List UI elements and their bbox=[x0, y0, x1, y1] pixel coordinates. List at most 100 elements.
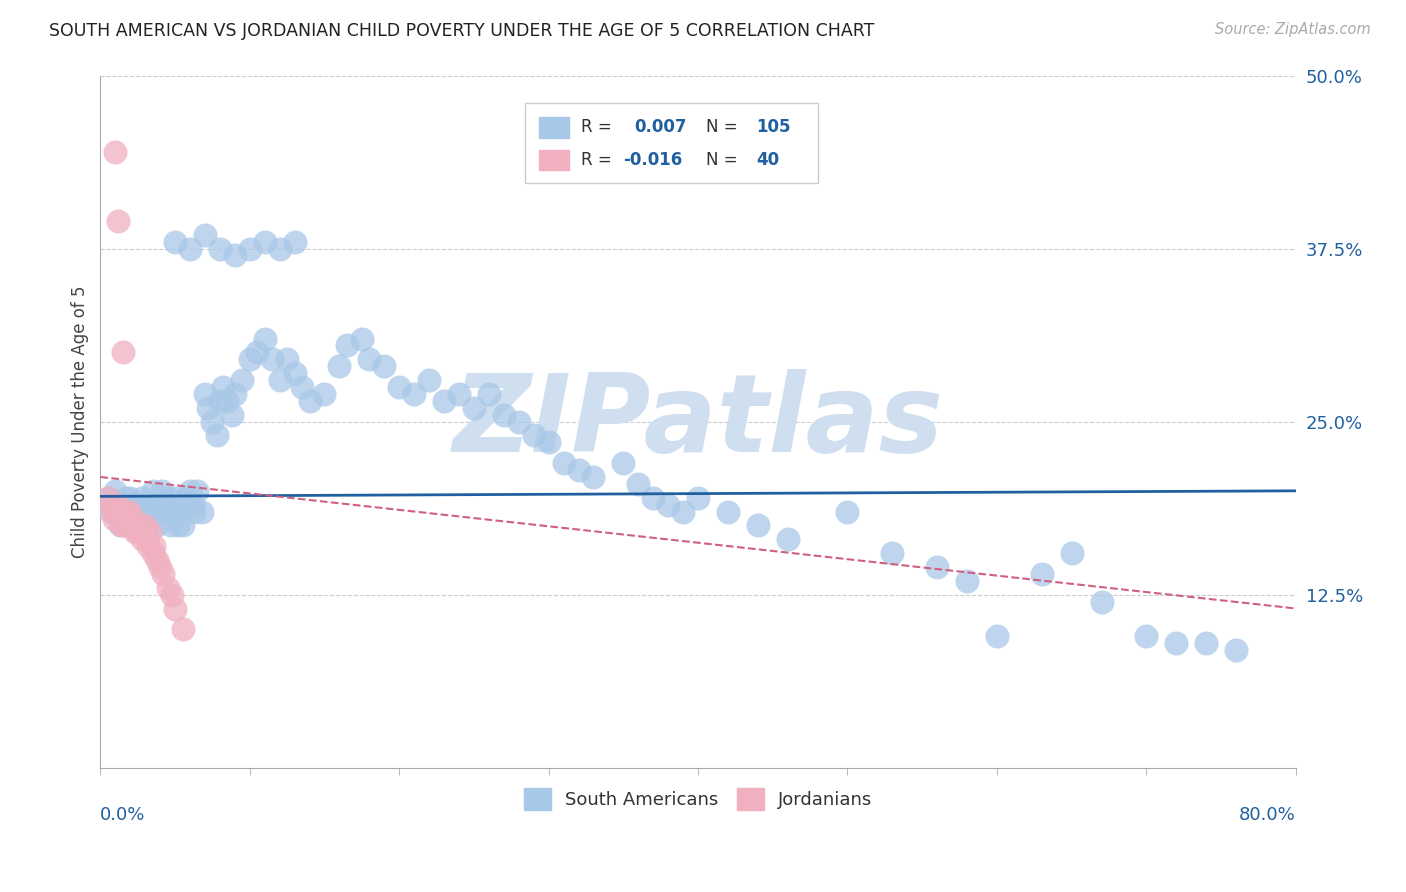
Point bbox=[97, 491, 120, 505]
Point bbox=[314, 387, 336, 401]
Point bbox=[160, 505, 183, 519]
Point bbox=[169, 505, 191, 519]
Text: 80.0%: 80.0% bbox=[1239, 805, 1296, 824]
Point bbox=[105, 498, 128, 512]
Point bbox=[153, 505, 176, 519]
Point bbox=[156, 491, 179, 505]
Point bbox=[882, 546, 904, 560]
Point bbox=[956, 574, 979, 588]
Point bbox=[107, 505, 129, 519]
Point bbox=[627, 476, 650, 491]
Point bbox=[146, 518, 169, 533]
Point bbox=[142, 483, 165, 498]
Point bbox=[124, 525, 146, 540]
Point bbox=[433, 393, 456, 408]
Point bbox=[1060, 546, 1083, 560]
Point bbox=[101, 505, 124, 519]
Point bbox=[212, 380, 235, 394]
Point bbox=[221, 408, 243, 422]
Point bbox=[657, 498, 679, 512]
Point bbox=[156, 581, 179, 595]
Point bbox=[224, 248, 246, 262]
Point bbox=[1031, 566, 1053, 581]
Bar bbox=[538, 117, 569, 138]
Point bbox=[108, 511, 131, 525]
Point bbox=[122, 518, 145, 533]
Point bbox=[127, 525, 149, 540]
Point bbox=[138, 525, 160, 540]
Point bbox=[567, 463, 589, 477]
Point bbox=[103, 511, 125, 525]
Point bbox=[120, 491, 142, 505]
Point bbox=[837, 505, 859, 519]
Point bbox=[117, 511, 139, 525]
Point bbox=[118, 518, 141, 533]
Point bbox=[208, 393, 231, 408]
Point bbox=[183, 505, 205, 519]
Text: 0.0%: 0.0% bbox=[100, 805, 146, 824]
Point bbox=[194, 387, 217, 401]
Point bbox=[1090, 594, 1112, 608]
FancyBboxPatch shape bbox=[524, 103, 818, 183]
Point bbox=[131, 491, 153, 505]
Point bbox=[135, 533, 157, 547]
Point bbox=[165, 235, 187, 249]
Point bbox=[523, 428, 546, 442]
Text: 0.007: 0.007 bbox=[634, 119, 688, 136]
Point bbox=[328, 359, 350, 374]
Point bbox=[208, 242, 231, 256]
Point bbox=[128, 518, 150, 533]
Point bbox=[97, 491, 120, 505]
Point bbox=[149, 498, 172, 512]
Point bbox=[108, 518, 131, 533]
Point bbox=[125, 518, 148, 533]
Point bbox=[336, 338, 359, 352]
Text: SOUTH AMERICAN VS JORDANIAN CHILD POVERTY UNDER THE AGE OF 5 CORRELATION CHART: SOUTH AMERICAN VS JORDANIAN CHILD POVERT… bbox=[49, 22, 875, 40]
Point bbox=[165, 491, 187, 505]
Point bbox=[179, 483, 201, 498]
Point bbox=[776, 533, 799, 547]
Text: ZIPatlas: ZIPatlas bbox=[453, 368, 943, 475]
Point bbox=[291, 380, 314, 394]
Text: R =: R = bbox=[581, 151, 612, 169]
Point bbox=[284, 235, 307, 249]
Point bbox=[298, 393, 321, 408]
Point bbox=[747, 518, 769, 533]
Point bbox=[100, 498, 122, 512]
Point bbox=[373, 359, 395, 374]
Text: Source: ZipAtlas.com: Source: ZipAtlas.com bbox=[1215, 22, 1371, 37]
Point bbox=[181, 498, 204, 512]
Point bbox=[146, 553, 169, 567]
Point bbox=[1225, 643, 1247, 657]
Point bbox=[404, 387, 426, 401]
Point bbox=[104, 483, 127, 498]
Point bbox=[132, 525, 155, 540]
Point bbox=[136, 518, 159, 533]
Point bbox=[136, 539, 159, 553]
Text: N =: N = bbox=[706, 151, 738, 169]
Bar bbox=[538, 150, 569, 170]
Legend: South Americans, Jordanians: South Americans, Jordanians bbox=[516, 781, 880, 817]
Point bbox=[104, 505, 127, 519]
Point bbox=[150, 483, 173, 498]
Point bbox=[129, 511, 152, 525]
Point bbox=[112, 518, 135, 533]
Point bbox=[159, 518, 181, 533]
Point bbox=[276, 352, 298, 367]
Point bbox=[172, 622, 194, 636]
Point bbox=[201, 415, 224, 429]
Point bbox=[131, 533, 153, 547]
Text: N =: N = bbox=[706, 119, 738, 136]
Point bbox=[1135, 629, 1157, 643]
Point bbox=[262, 352, 284, 367]
Point bbox=[114, 491, 136, 505]
Point bbox=[104, 145, 127, 159]
Point bbox=[359, 352, 381, 367]
Point bbox=[134, 505, 156, 519]
Point bbox=[269, 373, 291, 387]
Point bbox=[492, 408, 515, 422]
Point bbox=[1195, 636, 1218, 650]
Point bbox=[269, 242, 291, 256]
Point bbox=[111, 505, 134, 519]
Point bbox=[686, 491, 709, 505]
